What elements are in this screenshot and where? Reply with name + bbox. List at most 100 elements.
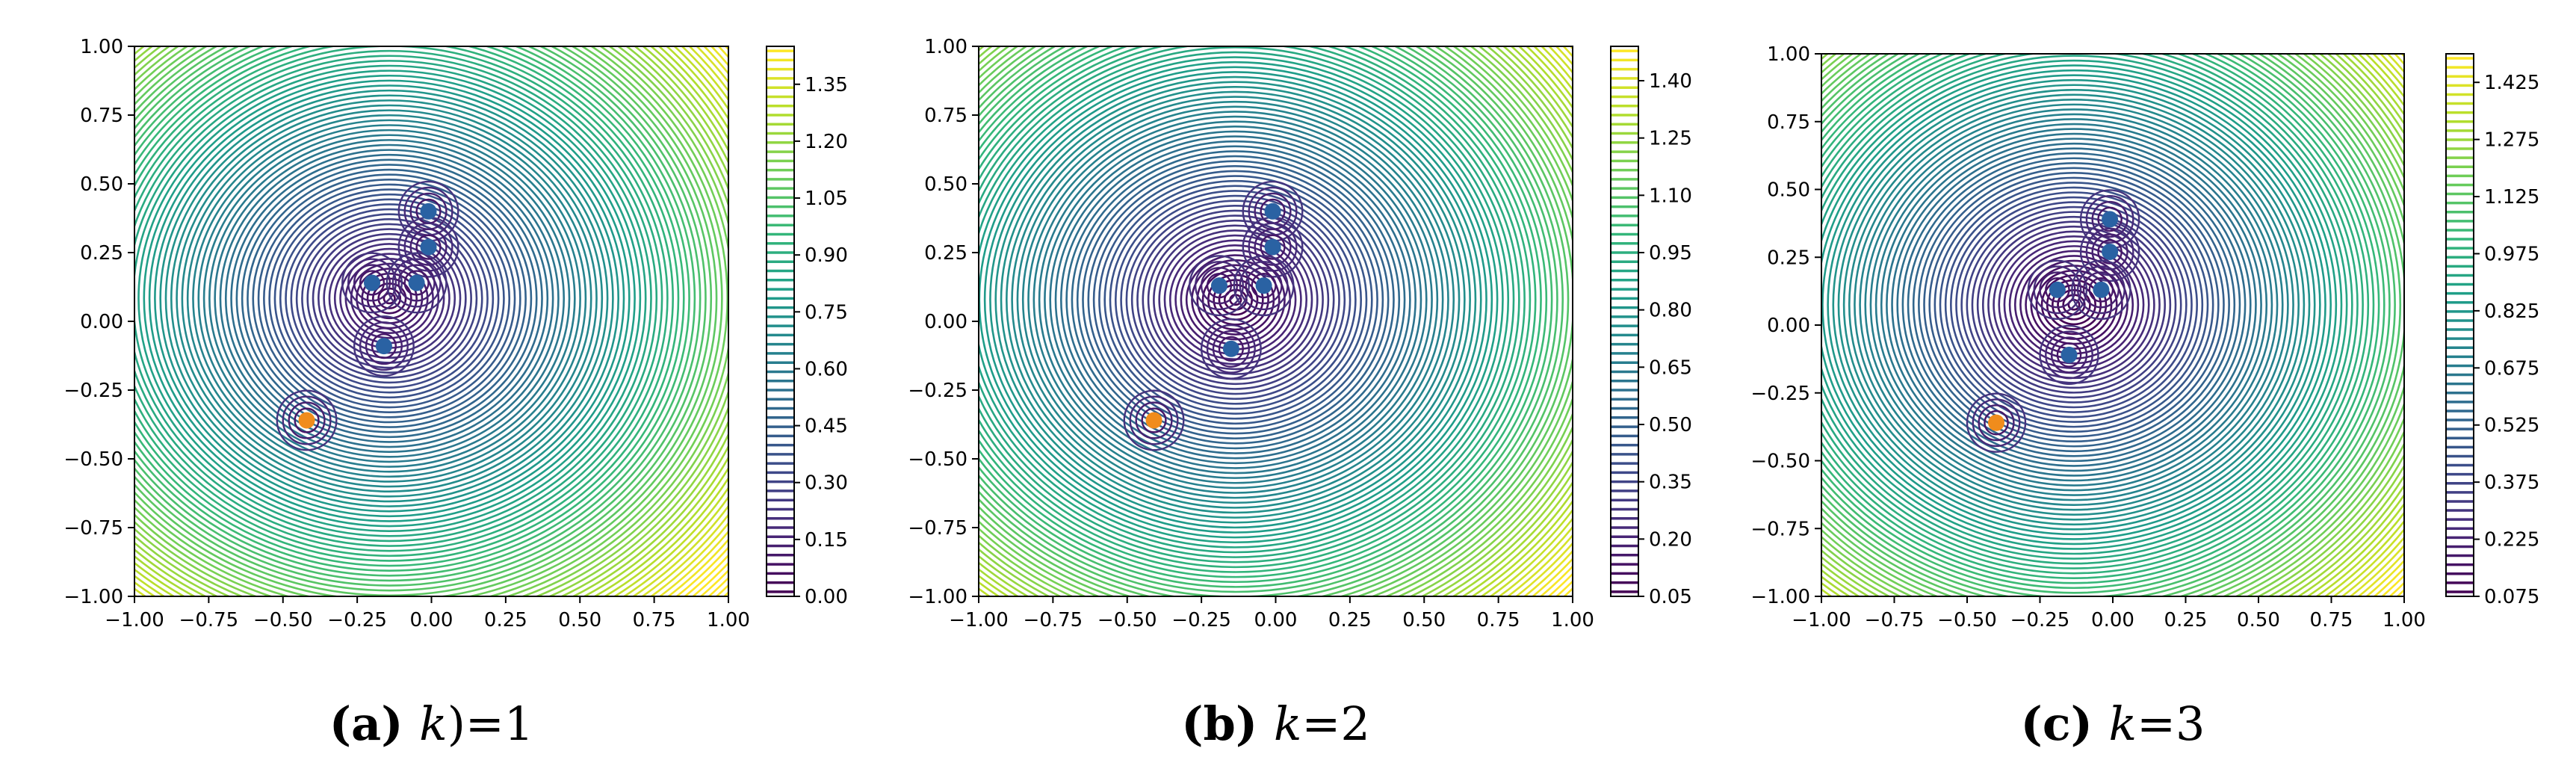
x-tick-label: −0.75	[179, 609, 239, 631]
colorbar-tick-label: 1.35	[805, 74, 848, 96]
colorbar-tick-label: 0.05	[1649, 586, 1692, 608]
colorbar-tick-label: 1.125	[2484, 186, 2539, 208]
x-tick-label: 1.00	[1551, 609, 1594, 631]
x-tick-label: 0.25	[2164, 609, 2208, 631]
y-tick-label: −1.00	[64, 586, 123, 608]
blue-point	[375, 338, 392, 355]
blue-point	[2102, 243, 2119, 260]
y-tick-label: −0.50	[64, 448, 123, 471]
y-tick-label: 0.75	[924, 105, 967, 127]
colorbar-frame	[766, 46, 795, 597]
x-tick-label: −0.50	[1937, 609, 1997, 631]
blue-point	[1264, 238, 1281, 256]
caption-math: k	[1274, 696, 1302, 751]
y-tick-label: 0.00	[1767, 315, 1810, 337]
colorbar-tick-label: 0.35	[1649, 472, 1692, 494]
y-tick-label: 0.75	[80, 105, 123, 127]
colorbar-frame	[2445, 53, 2474, 597]
caption-rest: =2	[1301, 696, 1369, 751]
x-tick-label: −0.50	[1097, 609, 1157, 631]
colorbar-tick-label: 0.825	[2484, 300, 2539, 323]
colorbar-tick-label: 0.95	[1649, 242, 1692, 265]
colorbar-tick-label: 1.25	[1649, 128, 1692, 150]
y-tick-label: −1.00	[908, 586, 967, 608]
contour-lines	[979, 46, 1573, 596]
x-tick-label: 0.25	[484, 609, 527, 631]
colorbar-tick-label: 1.275	[2484, 129, 2539, 152]
x-tick-label: −0.25	[1171, 609, 1231, 631]
y-tick-label: 0.50	[1767, 179, 1810, 202]
x-tick-label: −0.75	[1024, 609, 1083, 631]
panel-caption: (c) k=3	[2021, 696, 2205, 751]
colorbar-tick-label: 1.10	[1649, 185, 1692, 207]
colorbar: 0.075 0.225 0.375 0.525 0.675 0.825 0.975 1.125…	[2445, 53, 2539, 608]
caption-label: (b)	[1181, 696, 1274, 751]
caption-label: (a)	[329, 696, 419, 751]
blue-point	[2049, 281, 2066, 298]
colorbar-tick-label: 0.975	[2484, 243, 2539, 265]
y-tick-label: 1.00	[1767, 43, 1810, 66]
y-tick-label: 1.00	[924, 36, 967, 58]
colorbar-frame	[1610, 46, 1639, 597]
x-tick-label: −1.00	[105, 609, 164, 631]
blue-point	[420, 203, 437, 220]
y-tick-label: −0.75	[1750, 518, 1810, 540]
panel-c: −1.00 −0.75 −0.50 −0.25 0.00 0.25 0.50 0.75 1.00…	[1750, 43, 2539, 751]
colorbar-tick-label: 0.50	[1649, 414, 1692, 436]
colorbar-tick-label: 0.60	[805, 358, 848, 380]
caption-math: k	[419, 696, 448, 751]
y-tick-label: −0.25	[64, 380, 123, 402]
blue-point	[1264, 203, 1281, 220]
blue-point	[1255, 277, 1272, 294]
colorbar-tick-label: 1.20	[805, 131, 848, 153]
panel-caption: (b) k=2	[1181, 696, 1370, 751]
x-tick-label: 0.00	[410, 609, 453, 631]
blue-point	[2061, 346, 2078, 363]
colorbar-tick-label: 1.40	[1649, 70, 1692, 93]
colorbar-tick-label: 0.15	[805, 529, 848, 552]
caption-math: k	[2109, 696, 2137, 751]
y-tick-label: −0.50	[908, 448, 967, 471]
colorbar-tick-label: 0.20	[1649, 528, 1692, 551]
blue-point	[1210, 277, 1227, 294]
colorbar-tick-label: 0.00	[805, 586, 848, 608]
colorbar-tick-label: 1.425	[2484, 72, 2539, 94]
y-tick-label: −0.25	[1750, 383, 1810, 405]
contour-lines	[134, 46, 728, 596]
x-tick-label: 0.00	[1254, 609, 1298, 631]
y-tick-label: 1.00	[80, 36, 123, 58]
panel-b: −1.00 −0.75 −0.50 −0.25 0.00 0.25 0.50 0.75 1.00…	[908, 36, 1692, 751]
blue-point	[408, 274, 425, 291]
x-tick-label: 0.50	[2237, 609, 2280, 631]
y-tick-label: −0.75	[64, 517, 123, 540]
y-tick-label: 0.25	[1767, 247, 1810, 269]
caption-rest: =3	[2137, 696, 2205, 751]
blue-point	[364, 274, 380, 291]
x-tick-label: −0.25	[2010, 609, 2070, 631]
y-tick-label: 0.50	[80, 173, 123, 196]
colorbar-tick-label: 0.80	[1649, 300, 1692, 322]
orange-point	[298, 412, 315, 429]
y-tick-label: 0.00	[80, 311, 123, 333]
colorbar-tick-label: 0.375	[2484, 472, 2539, 494]
colorbar-tick-label: 0.45	[805, 416, 848, 438]
orange-point	[1988, 414, 2004, 431]
y-tick-label: 0.50	[924, 173, 967, 196]
colorbar-tick-label: 0.525	[2484, 415, 2539, 437]
y-tick-label: −1.00	[1750, 586, 1810, 608]
x-tick-label: −0.25	[327, 609, 387, 631]
y-tick-label: 0.25	[80, 242, 123, 265]
colorbar-tick-label: 1.05	[805, 188, 848, 210]
colorbar: 0.00 0.15 0.30 0.45 0.60 0.75 0.90 1.05 1.20 1.35	[766, 46, 848, 608]
colorbar-tick-label: 0.65	[1649, 356, 1692, 379]
colorbar-tick-label: 0.75	[805, 301, 848, 324]
colorbar-tick-label: 0.675	[2484, 357, 2539, 380]
x-tick-label: 1.00	[2383, 609, 2426, 631]
x-tick-label: −1.00	[949, 609, 1009, 631]
x-tick-label: 0.75	[633, 609, 676, 631]
x-tick-label: 1.00	[707, 609, 750, 631]
y-tick-label: 0.25	[924, 242, 967, 265]
x-tick-label: −0.50	[253, 609, 313, 631]
y-tick-label: −0.50	[1750, 451, 1810, 473]
